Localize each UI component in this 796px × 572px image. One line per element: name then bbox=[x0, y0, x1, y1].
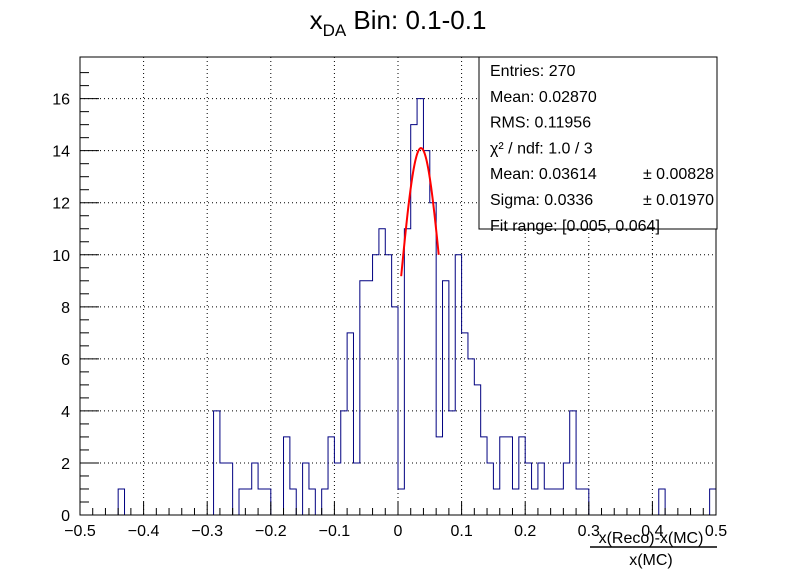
x-tick-label: 0.1 bbox=[450, 523, 472, 540]
x-tick-label: 0 bbox=[394, 523, 403, 540]
stats-box-frame bbox=[478, 56, 718, 230]
y-tick-label: 12 bbox=[52, 196, 70, 213]
y-tick-label: 4 bbox=[61, 404, 70, 421]
x-tick-label: 0.3 bbox=[578, 523, 600, 540]
y-tick-label: 2 bbox=[61, 456, 70, 473]
stats-line: RMS: 0.11956 bbox=[490, 115, 591, 132]
x-tick-label: −0.3 bbox=[191, 523, 223, 540]
axes bbox=[79, 72, 717, 516]
stats-line: Sigma: 0.0336 bbox=[490, 192, 593, 209]
chart-title: xDA Bin: 0.1-0.1 bbox=[310, 5, 487, 40]
stats-line: Mean: 0.03614 bbox=[490, 166, 597, 183]
stats-line: Mean: 0.02870 bbox=[490, 89, 597, 106]
stats-line: Entries: 270 bbox=[490, 63, 575, 80]
chart-title-main: x bbox=[310, 5, 323, 35]
y-tick-label: 10 bbox=[52, 248, 70, 265]
x-tick-label: 0.2 bbox=[514, 523, 536, 540]
stats-line: Fit range: [0.005, 0.064] bbox=[490, 218, 660, 235]
gaussian-fit bbox=[400, 147, 440, 277]
chart-title-subscript: DA bbox=[323, 21, 347, 40]
histogram-outline bbox=[80, 98, 717, 516]
x-tick-label: −0.1 bbox=[319, 523, 351, 540]
y-tick-label: 8 bbox=[61, 300, 70, 317]
y-tick-label: 6 bbox=[61, 352, 70, 369]
x-tick-label: −0.5 bbox=[64, 523, 96, 540]
stats-line: χ² / ndf: 1.0 / 3 bbox=[490, 140, 593, 157]
x-tick-label: −0.2 bbox=[255, 523, 287, 540]
y-tick-label: 14 bbox=[52, 144, 70, 161]
y-tick-label: 0 bbox=[61, 508, 70, 525]
chart-title-rest: Bin: 0.1-0.1 bbox=[346, 5, 486, 35]
x-tick-label: 0.4 bbox=[641, 523, 663, 540]
histogram-series bbox=[80, 98, 717, 516]
x-axis-label: x(Reco)-x(MC) x(MC) bbox=[590, 530, 717, 569]
stats-line-error: ± 0.01970 bbox=[643, 192, 714, 209]
x-axis-label-denominator: x(MC) bbox=[629, 552, 673, 569]
tick-labels: −0.5 −0.4 −0.3 −0.2 −0.1 0 0.1 0.2 0.3 0.4 0.5 0 2 4 6… bbox=[52, 92, 727, 540]
stats-box: Entries: 270 Mean: 0.02870 RMS: 0.11956 χ² … bbox=[478, 56, 718, 235]
stats-line-error: ± 0.00828 bbox=[643, 166, 714, 183]
fit-curve bbox=[400, 147, 440, 277]
x-tick-label: −0.4 bbox=[128, 523, 160, 540]
x-axis-label-numerator: x(Reco)-x(MC) bbox=[599, 530, 704, 547]
y-tick-label: 16 bbox=[52, 92, 70, 109]
x-tick-label: 0.5 bbox=[705, 523, 727, 540]
